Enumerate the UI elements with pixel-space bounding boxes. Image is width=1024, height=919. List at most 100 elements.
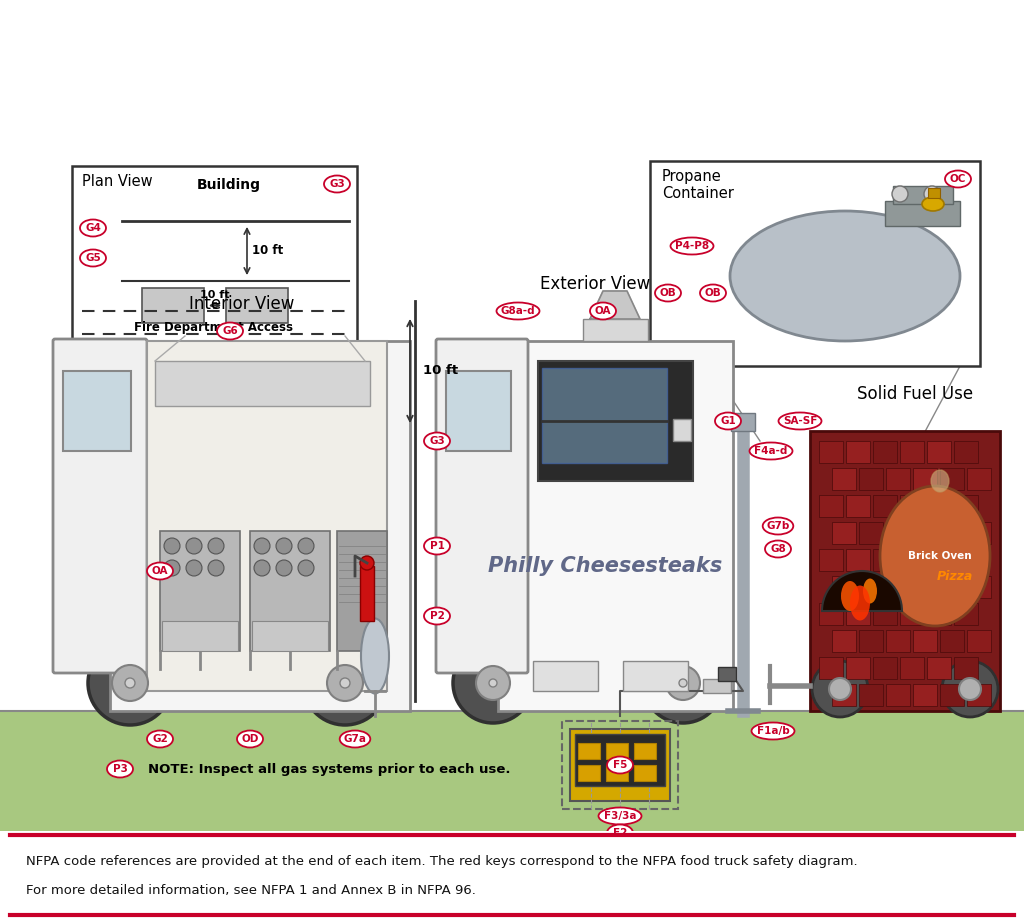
Bar (831, 630, 856, 652)
Ellipse shape (324, 176, 350, 192)
Bar (583, 319, 648, 341)
Bar (900, 603, 924, 625)
Text: P4-P8: P4-P8 (675, 241, 709, 251)
Bar (578, 743, 600, 759)
Bar (967, 468, 991, 490)
Bar (859, 630, 883, 652)
Bar (63, 371, 131, 451)
Ellipse shape (217, 323, 243, 339)
Bar (846, 549, 870, 571)
Bar (900, 495, 924, 517)
Text: G4: G4 (85, 223, 101, 233)
Bar (703, 679, 731, 693)
Bar (940, 576, 964, 598)
Bar (967, 576, 991, 598)
Circle shape (643, 643, 723, 723)
Circle shape (276, 560, 292, 576)
Circle shape (208, 560, 224, 576)
Bar (900, 441, 924, 463)
Circle shape (208, 538, 224, 554)
Circle shape (164, 560, 180, 576)
Bar (72, 166, 357, 376)
Bar (967, 684, 991, 706)
Text: OD: OD (242, 734, 259, 744)
Text: NFPA code references are provided at the end of each item. The red keys correspo: NFPA code references are provided at the… (26, 856, 857, 868)
Text: G8a-d: G8a-d (501, 306, 536, 316)
Ellipse shape (106, 761, 133, 777)
Bar (570, 729, 670, 801)
Bar (846, 441, 870, 463)
Bar (155, 361, 370, 406)
Ellipse shape (765, 540, 791, 558)
Text: 10 ft: 10 ft (201, 290, 229, 301)
Bar (873, 495, 897, 517)
Bar (673, 419, 691, 441)
Text: F3/3a: F3/3a (604, 811, 636, 821)
Ellipse shape (590, 302, 616, 320)
Bar (623, 661, 688, 691)
Bar (859, 576, 883, 598)
Bar (967, 522, 991, 544)
Ellipse shape (147, 562, 173, 580)
Ellipse shape (880, 486, 990, 626)
Text: G7b: G7b (766, 521, 790, 531)
Bar (831, 576, 856, 598)
Bar (606, 743, 628, 759)
Bar (831, 684, 856, 706)
Text: F1a/b: F1a/b (757, 726, 790, 736)
Bar (846, 603, 870, 625)
Bar (160, 531, 240, 651)
Ellipse shape (750, 443, 793, 460)
Bar (885, 201, 961, 226)
Ellipse shape (863, 578, 877, 604)
Text: OC: OC (950, 174, 967, 184)
Bar (886, 576, 910, 598)
Text: G3: G3 (329, 179, 345, 189)
Bar (819, 495, 843, 517)
Circle shape (254, 538, 270, 554)
Text: F4a-d: F4a-d (755, 446, 787, 456)
Bar (498, 341, 733, 711)
Circle shape (254, 560, 270, 576)
Ellipse shape (361, 618, 389, 694)
Bar (831, 522, 856, 544)
Bar (913, 468, 937, 490)
Text: P1: P1 (429, 541, 444, 551)
Bar (913, 684, 937, 706)
Bar (162, 621, 238, 651)
Bar (913, 522, 937, 544)
Text: Interior View: Interior View (189, 295, 295, 313)
Text: P2: P2 (429, 611, 444, 621)
Text: Propane
Container: Propane Container (662, 169, 734, 201)
Text: For more detailed information, see NFPA 1 and Annex B in NFPA 96.: For more detailed information, see NFPA … (26, 884, 475, 897)
Bar (900, 657, 924, 679)
Bar (927, 603, 951, 625)
Bar (859, 684, 883, 706)
Circle shape (112, 665, 148, 701)
Bar (913, 630, 937, 652)
Text: Solid Fuel Use: Solid Fuel Use (857, 385, 973, 403)
Ellipse shape (922, 197, 944, 211)
Bar (634, 743, 656, 759)
Text: Pizza: Pizza (937, 570, 973, 583)
Bar (873, 657, 897, 679)
Text: OA: OA (152, 566, 168, 576)
Ellipse shape (655, 285, 681, 301)
Circle shape (959, 678, 981, 700)
Ellipse shape (598, 808, 641, 824)
Text: 10 ft: 10 ft (252, 244, 284, 257)
Bar (606, 765, 628, 781)
Ellipse shape (340, 731, 371, 747)
Ellipse shape (607, 756, 633, 774)
Bar (819, 441, 843, 463)
Bar (940, 522, 964, 544)
Ellipse shape (778, 413, 821, 429)
Bar (542, 368, 667, 463)
Bar (819, 549, 843, 571)
Text: Philly Cheesesteaks: Philly Cheesesteaks (487, 556, 722, 576)
Ellipse shape (80, 220, 106, 236)
Bar (954, 657, 978, 679)
Bar (893, 186, 953, 204)
Bar (634, 765, 656, 781)
Bar (810, 431, 1000, 711)
